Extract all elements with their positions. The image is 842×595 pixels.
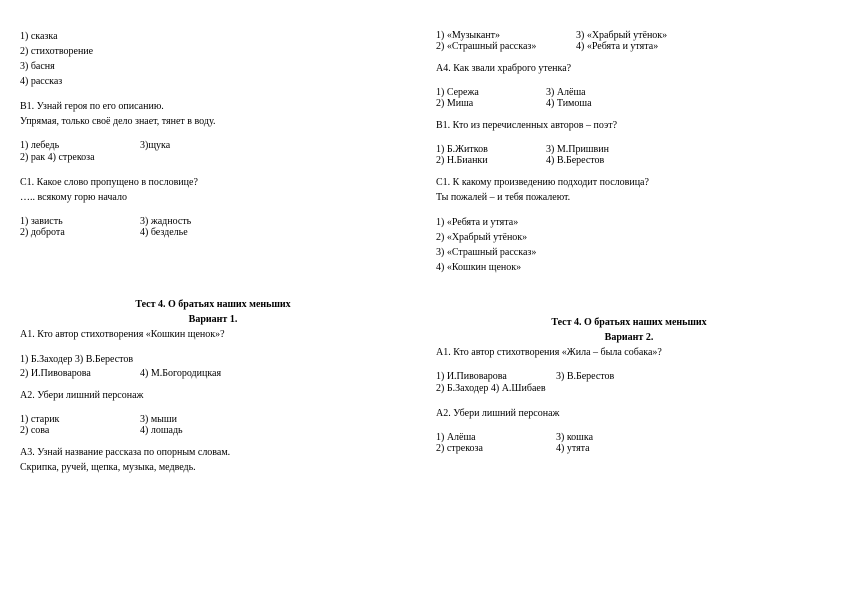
- question-heading: В1. Кто из перечисленных авторов – поэт?: [436, 119, 822, 132]
- option-text: 1) Сережа: [436, 87, 546, 98]
- option-row: 1) зависть 3) жадность: [20, 216, 406, 227]
- option-text: 2) Б.Заходер 4) А.Шибаев: [436, 382, 822, 395]
- right-column: 1) «Музыкант» 3) «Храбрый утёнок» 2) «Ст…: [436, 30, 822, 476]
- option-text: 2) Миша: [436, 98, 546, 109]
- page-container: 1) сказка 2) стихотворение 3) басня 4) р…: [20, 30, 822, 476]
- option-text: 3) кошка: [556, 432, 593, 443]
- question-heading: В1. Узнай героя по его описанию.: [20, 100, 406, 113]
- option-text: 2) Н.Бианки: [436, 155, 546, 166]
- option-text: 2) стрекоза: [436, 443, 556, 454]
- option-text: 3) «Страшный рассказ»: [436, 246, 822, 259]
- question-heading: А4. Как звали храброго утенка?: [436, 62, 822, 75]
- option-row: 2) сова 4) лошадь: [20, 425, 406, 436]
- question-text: Ты пожалей – и тебя пожалеют.: [436, 191, 822, 204]
- option-row: 2) И.Пивоварова 4) М.Богородицкая: [20, 368, 406, 379]
- option-text: 1) «Ребята и утята»: [436, 216, 822, 229]
- option-row: 1) И.Пивоварова 3) В.Берестов: [436, 371, 822, 382]
- option-row: 2) Миша 4) Тимоша: [436, 98, 822, 109]
- option-text: 1) Алёша: [436, 432, 556, 443]
- option-row: 1) старик 3) мыши: [20, 414, 406, 425]
- test-title: Тест 4. О братьях наших меньших: [20, 298, 406, 311]
- option-text: 1) лебедь: [20, 140, 140, 151]
- option-text: 3) жадность: [140, 216, 191, 227]
- question-text: ….. всякому горю начало: [20, 191, 406, 204]
- option-text: 3) М.Пришвин: [546, 144, 609, 155]
- option-text: 3) «Храбрый утёнок»: [576, 30, 667, 41]
- option-text: 4) лошадь: [140, 425, 183, 436]
- question-text: Скрипка, ручей, щепка, музыка, медведь.: [20, 461, 406, 474]
- option-text: 2) сова: [20, 425, 140, 436]
- option-text: 4) М.Богородицкая: [140, 368, 221, 379]
- option-text: 1) И.Пивоварова: [436, 371, 556, 382]
- option-text: 4) В.Берестов: [546, 155, 604, 166]
- question-text: Упрямая, только своё дело знает, тянет в…: [20, 115, 406, 128]
- option-text: 4) «Ребята и утята»: [576, 41, 658, 52]
- question-heading: А1. Кто автор стихотворения «Жила – была…: [436, 346, 822, 359]
- test-variant: Вариант 2.: [436, 331, 822, 344]
- option-text: 3) басня: [20, 60, 406, 73]
- option-text: 4) утята: [556, 443, 590, 454]
- question-heading: А2. Убери лишний персонаж: [20, 389, 406, 402]
- option-text: 3)щука: [140, 140, 170, 151]
- option-row: 1) Б.Житков 3) М.Пришвин: [436, 144, 822, 155]
- option-row: 1) Сережа 3) Алёша: [436, 87, 822, 98]
- option-text: 4) безделье: [140, 227, 188, 238]
- test-title: Тест 4. О братьях наших меньших: [436, 316, 822, 329]
- option-text: 1) зависть: [20, 216, 140, 227]
- option-row: 1) лебедь 3)щука: [20, 140, 406, 151]
- option-text: 3) мыши: [140, 414, 177, 425]
- option-row: 1) Алёша 3) кошка: [436, 432, 822, 443]
- option-text: 2) доброта: [20, 227, 140, 238]
- option-row: 1) «Музыкант» 3) «Храбрый утёнок»: [436, 30, 822, 41]
- option-text: 3) Алёша: [546, 87, 586, 98]
- option-text: 1) «Музыкант»: [436, 30, 576, 41]
- option-text: 1) Б.Заходер 3) В.Берестов: [20, 353, 406, 366]
- question-heading: А3. Узнай название рассказа по опорным с…: [20, 446, 406, 459]
- test-variant: Вариант 1.: [20, 313, 406, 326]
- option-text: 4) Тимоша: [546, 98, 592, 109]
- option-text: 2) И.Пивоварова: [20, 368, 140, 379]
- option-text: 4) «Кошкин щенок»: [436, 261, 822, 274]
- option-text: 1) старик: [20, 414, 140, 425]
- question-heading: А1. Кто автор стихотворения «Кошкин щено…: [20, 328, 406, 341]
- option-row: 2) доброта 4) безделье: [20, 227, 406, 238]
- question-heading: С1. К какому произведению подходит посло…: [436, 176, 822, 189]
- option-text: 1) сказка: [20, 30, 406, 43]
- option-text: 2) «Храбрый утёнок»: [436, 231, 822, 244]
- option-text: 4) рассказ: [20, 75, 406, 88]
- left-column: 1) сказка 2) стихотворение 3) басня 4) р…: [20, 30, 406, 476]
- option-text: 2) «Страшный рассказ»: [436, 41, 576, 52]
- question-heading: С1. Какое слово пропущено в пословице?: [20, 176, 406, 189]
- option-row: 2) Н.Бианки 4) В.Берестов: [436, 155, 822, 166]
- option-text: 2) рак 4) стрекоза: [20, 151, 406, 164]
- option-text: 2) стихотворение: [20, 45, 406, 58]
- option-text: 1) Б.Житков: [436, 144, 546, 155]
- question-heading: А2. Убери лишний персонаж: [436, 407, 822, 420]
- option-row: 2) «Страшный рассказ» 4) «Ребята и утята…: [436, 41, 822, 52]
- option-row: 2) стрекоза 4) утята: [436, 443, 822, 454]
- option-text: 3) В.Берестов: [556, 371, 614, 382]
